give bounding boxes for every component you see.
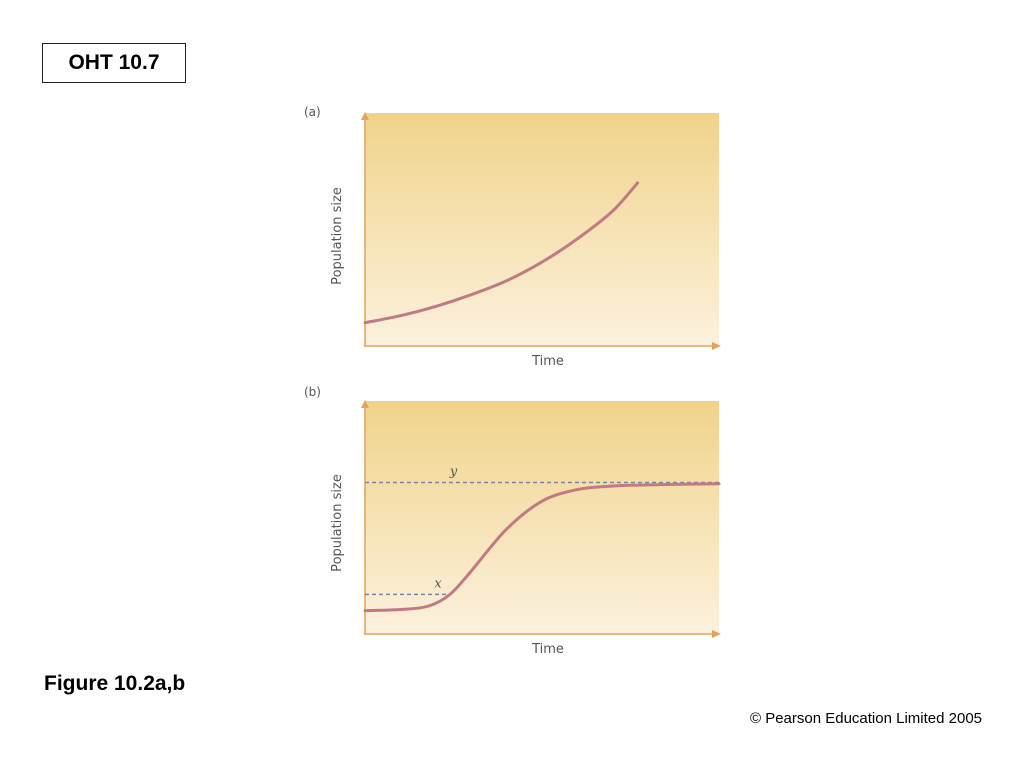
x-axis-title: Time [531,642,564,657]
panel-label: (b) [304,385,321,399]
x-axis-arrow [712,630,721,638]
y-axis-title: Population size [330,187,345,285]
chart-panel-a: (a) Population size Time [304,105,721,369]
population-curve [363,181,640,325]
panel-label: (a) [304,105,321,119]
chart-panel-b: (b) Population size Time y x [304,385,721,657]
copyright-notice: © Pearson Education Limited 2005 [749,710,982,727]
x-axis-title: Time [531,354,564,369]
annotation-y-label: y [449,465,458,480]
y-axis-arrow [361,400,369,408]
y-axis-arrow [361,112,369,120]
y-axis-title: Population size [330,474,345,572]
figure-caption: Figure 10.2a,b [44,672,186,695]
plot-background [365,401,719,634]
x-axis-arrow [712,342,721,350]
population-curve [363,482,721,613]
slide-tag: OHT 10.7 [42,43,186,83]
plot-background [365,113,719,346]
annotation-x-label: x [434,576,442,591]
